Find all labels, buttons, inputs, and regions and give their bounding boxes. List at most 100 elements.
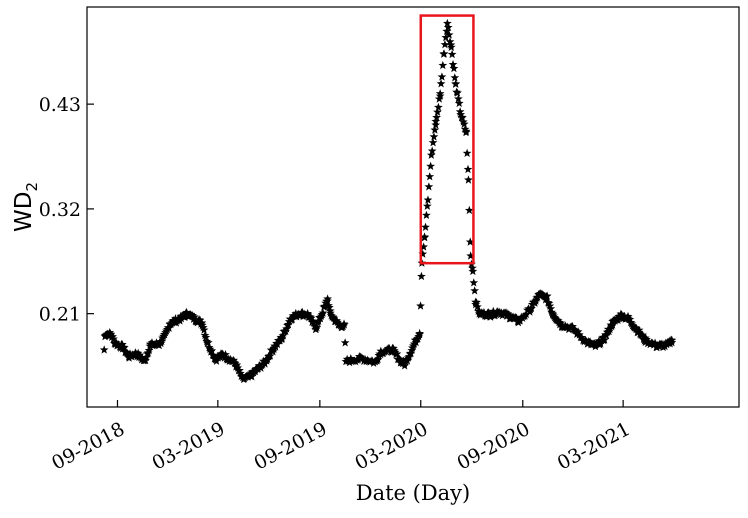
data-point xyxy=(627,319,637,328)
data-point xyxy=(324,301,333,310)
data-point xyxy=(428,138,438,147)
y-tick-label: 0.32 xyxy=(39,199,81,221)
data-point xyxy=(235,365,244,375)
data-point xyxy=(445,37,455,46)
data-point xyxy=(418,249,428,258)
data-point xyxy=(453,94,463,103)
data-point xyxy=(638,330,648,339)
data-point xyxy=(201,332,211,342)
data-point xyxy=(200,330,210,340)
data-point xyxy=(429,132,439,141)
data-point xyxy=(531,296,541,305)
data-point xyxy=(640,333,650,342)
data-point xyxy=(411,337,421,347)
data-point xyxy=(325,302,334,312)
data-point xyxy=(436,79,446,88)
data-point xyxy=(617,310,627,319)
data-point xyxy=(444,30,454,39)
data-point xyxy=(435,91,445,100)
data-point xyxy=(390,347,400,357)
data-point xyxy=(235,368,245,378)
x-axis: 09-2018 03-2019 09-2019 03-2020 09-2020 03-20… xyxy=(48,400,634,474)
data-point xyxy=(602,330,611,340)
data-point xyxy=(303,310,313,319)
data-point xyxy=(553,315,563,325)
data-point xyxy=(329,313,339,322)
data-point xyxy=(454,98,464,108)
data-point xyxy=(426,161,436,170)
data-point xyxy=(342,354,352,364)
data-point xyxy=(577,332,587,342)
data-point xyxy=(199,325,209,334)
data-point xyxy=(309,318,319,327)
data-point xyxy=(310,321,320,331)
data-point xyxy=(247,372,257,381)
data-point xyxy=(438,60,448,70)
data-point xyxy=(273,339,282,349)
x-axis-title: Date (Day) xyxy=(356,481,471,505)
data-point xyxy=(441,32,451,42)
data-point xyxy=(464,175,473,184)
data-point xyxy=(574,330,584,339)
data-point xyxy=(432,112,441,122)
data-point xyxy=(571,326,581,335)
data-point xyxy=(459,119,469,128)
data-point xyxy=(297,307,307,317)
data-point xyxy=(466,251,476,260)
data-point xyxy=(182,307,191,317)
data-point xyxy=(456,110,466,119)
data-point xyxy=(585,337,595,346)
data-point xyxy=(545,301,555,310)
data-point xyxy=(594,336,604,345)
data-point xyxy=(450,73,460,82)
data-point xyxy=(521,309,531,319)
data-points xyxy=(99,18,677,384)
data-point xyxy=(470,286,480,295)
data-point xyxy=(546,304,556,313)
data-point xyxy=(446,42,456,51)
data-point xyxy=(449,63,459,73)
data-point xyxy=(118,340,127,349)
data-point xyxy=(620,311,629,321)
data-point xyxy=(512,313,522,322)
data-point xyxy=(278,331,288,340)
data-point xyxy=(233,363,243,372)
data-point xyxy=(443,22,453,32)
data-point xyxy=(431,120,441,129)
data-point xyxy=(142,352,151,362)
data-point xyxy=(544,298,554,308)
x-tick-label: 09-2018 xyxy=(48,418,128,474)
data-point xyxy=(460,124,470,134)
data-point xyxy=(433,107,442,116)
data-point xyxy=(484,309,494,318)
data-point xyxy=(443,18,452,28)
data-point xyxy=(421,222,430,231)
highlight-box xyxy=(419,14,475,265)
data-point xyxy=(596,339,606,348)
data-point xyxy=(135,350,145,359)
y-axis: 0.21 0.32 0.43 xyxy=(39,94,94,326)
data-point xyxy=(106,330,116,339)
data-point xyxy=(157,336,167,346)
data-point xyxy=(650,338,660,347)
data-point xyxy=(453,88,462,97)
data-point xyxy=(458,117,468,126)
data-point xyxy=(465,237,475,246)
data-point xyxy=(385,343,394,353)
data-point xyxy=(475,306,484,316)
data-point xyxy=(323,294,332,303)
data-point xyxy=(207,346,217,355)
data-point xyxy=(265,351,275,360)
data-point xyxy=(416,301,425,310)
data-point xyxy=(427,146,437,155)
data-point xyxy=(430,125,440,134)
x-tick-label: 09-2019 xyxy=(251,418,331,474)
data-point xyxy=(439,49,449,58)
x-tick-label: 03-2021 xyxy=(554,418,634,474)
data-point xyxy=(463,164,473,174)
data-point xyxy=(425,172,435,181)
data-point xyxy=(468,266,478,276)
data-point xyxy=(312,323,322,332)
data-point xyxy=(141,355,150,365)
data-point xyxy=(340,338,350,347)
